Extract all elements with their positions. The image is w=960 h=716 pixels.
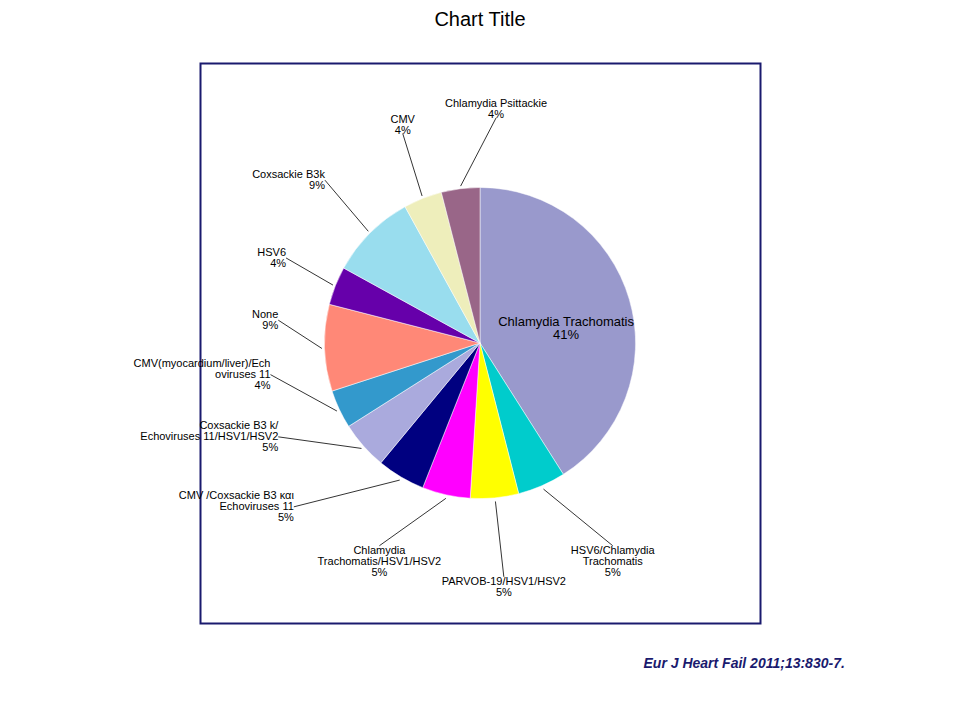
svg-text:CMV(myocardium/liver)/Echoviru: CMV(myocardium/liver)/Echoviruses 114% bbox=[134, 357, 271, 391]
svg-text:CMV4%: CMV4% bbox=[390, 113, 415, 136]
svg-text:None9%: None9% bbox=[252, 308, 279, 331]
svg-text:HSV6/ChlamydiaTrachomatis5%: HSV6/ChlamydiaTrachomatis5% bbox=[571, 544, 656, 578]
svg-text:Chlamydia Psittackie4%: Chlamydia Psittackie4% bbox=[445, 97, 547, 120]
html-text:Chart Title: Chart Title bbox=[434, 8, 526, 30]
html-text:Eur J Heart Fail 2011;13:830-7: Eur J Heart Fail 2011;13:830-7. bbox=[643, 655, 845, 671]
svg-text:PARVOB-19/HSV1/HSV25%: PARVOB-19/HSV1/HSV25% bbox=[442, 575, 566, 598]
svg-text:CMV /Coxsackie B3 καιEchovirus: CMV /Coxsackie B3 καιEchoviruses 115% bbox=[179, 489, 295, 523]
svg-text:Coxsackie B3k9%: Coxsackie B3k9% bbox=[252, 168, 325, 191]
svg-text:HSV64%: HSV64% bbox=[257, 246, 286, 269]
svg-text:Coxsackie B3 k/Echoviruses 11/: Coxsackie B3 k/Echoviruses 11/HSV1/HSV25… bbox=[140, 419, 279, 453]
svg-text:Chlamydia Trachomatis41%: Chlamydia Trachomatis41% bbox=[498, 314, 634, 342]
svg-text:ChlamydiaTrachomatis/HSV1/HSV2: ChlamydiaTrachomatis/HSV1/HSV25% bbox=[318, 544, 442, 578]
